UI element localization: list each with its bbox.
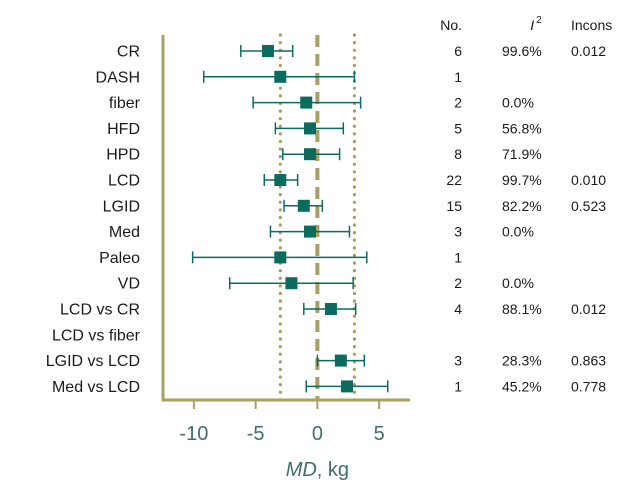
row-no: 6	[454, 43, 462, 59]
row-incons: 0.523	[571, 198, 606, 214]
row-incons: 0.010	[571, 172, 606, 188]
row-label: LGID vs LCD	[46, 353, 140, 370]
study-row: LGID vs LCD 3 28.3% 0.863	[46, 353, 606, 371]
point-estimate-marker	[334, 354, 347, 367]
header-i2-superscript: 2	[536, 15, 542, 26]
row-no: 22	[446, 172, 462, 188]
row-i2: 56.8%	[502, 120, 542, 136]
x-tick-label-0: -10	[179, 423, 208, 445]
row-label: LGID	[103, 198, 140, 215]
row-incons: 0.863	[571, 353, 606, 369]
row-label: CR	[117, 44, 140, 61]
x-tick-label-3: 5	[374, 423, 385, 445]
row-no: 1	[454, 69, 462, 85]
row-label: LCD	[108, 173, 140, 190]
header-no: No.	[440, 17, 462, 33]
point-estimate-marker	[274, 174, 287, 186]
point-estimate-marker	[285, 277, 298, 290]
row-i2: 71.9%	[502, 146, 542, 162]
row-no: 2	[454, 95, 462, 111]
point-estimate-marker	[297, 199, 310, 212]
point-estimate-marker	[274, 251, 287, 264]
reference-lines	[278, 33, 357, 402]
study-row: VD 2 0.0%	[118, 275, 534, 293]
row-label: Med vs LCD	[52, 379, 140, 396]
study-rows: CR 6 99.6% 0.012 DASH 1 fiber 2 0.0% HFD 5 56.8% HPD…	[46, 43, 606, 396]
row-no: 15	[446, 198, 462, 214]
row-no: 4	[454, 301, 462, 317]
point-estimate-marker	[303, 148, 316, 161]
row-i2: 0.0%	[502, 95, 534, 111]
row-i2: 0.0%	[502, 224, 534, 240]
row-no: 8	[454, 146, 462, 162]
point-estimate-marker	[274, 70, 287, 83]
study-row: Med vs LCD 1 45.2% 0.778	[52, 378, 606, 396]
point-estimate-marker	[300, 96, 313, 109]
row-no: 5	[454, 120, 462, 136]
study-row: LCD vs fiber	[52, 327, 141, 344]
study-row: DASH 1	[96, 69, 463, 87]
row-incons: 0.012	[571, 301, 606, 317]
x-axis-label-italic: MD	[286, 459, 317, 481]
row-i2: 99.7%	[502, 172, 542, 188]
row-i2: 28.3%	[502, 353, 542, 369]
row-label: Paleo	[99, 250, 140, 267]
study-row: HPD 8 71.9%	[106, 146, 541, 164]
row-i2: 0.0%	[502, 275, 534, 291]
study-row: fiber 2 0.0%	[109, 95, 534, 113]
point-estimate-marker	[303, 122, 316, 135]
study-row: LCD 22 99.7% 0.010	[108, 172, 606, 190]
study-row: LCD vs CR 4 88.1% 0.012	[60, 301, 606, 319]
x-axis-label-unit: , kg	[317, 459, 349, 481]
row-label: HFD	[107, 121, 140, 138]
row-no: 3	[454, 224, 462, 240]
point-estimate-marker	[261, 45, 274, 57]
row-label: fiber	[109, 95, 141, 112]
row-no: 1	[454, 249, 462, 265]
point-estimate-marker	[303, 225, 316, 238]
row-label: HPD	[106, 147, 140, 164]
header-incons: Incons	[571, 17, 612, 33]
study-row: Med 3 0.0%	[109, 224, 534, 242]
header-i2-base: I	[530, 17, 534, 33]
point-estimate-marker	[341, 380, 354, 393]
point-estimate-marker	[324, 303, 337, 315]
study-row: CR 6 99.6% 0.012	[117, 43, 606, 61]
axes: -10 -5 0 5	[161, 35, 410, 445]
row-no: 3	[454, 353, 462, 369]
row-i2: 45.2%	[502, 378, 542, 394]
row-no: 2	[454, 275, 462, 291]
row-i2: 99.6%	[502, 43, 542, 59]
x-tick-label-2: 0	[312, 423, 323, 445]
row-label: LCD vs CR	[60, 302, 140, 319]
row-label: Med	[109, 224, 140, 241]
row-incons: 0.012	[571, 43, 606, 59]
row-incons: 0.778	[571, 378, 606, 394]
x-tick-label-1: -5	[247, 423, 265, 445]
row-i2: 82.2%	[502, 198, 542, 214]
study-row: Paleo 1	[99, 249, 462, 267]
study-row: LGID 15 82.2% 0.523	[103, 198, 607, 216]
row-label: LCD vs fiber	[52, 327, 141, 344]
row-i2: 88.1%	[502, 301, 542, 317]
x-axis-label: MD, kg	[286, 459, 349, 481]
study-row: HFD 5 56.8%	[107, 120, 542, 138]
row-label: VD	[118, 276, 140, 293]
row-no: 1	[454, 378, 462, 394]
row-label: DASH	[96, 69, 140, 86]
